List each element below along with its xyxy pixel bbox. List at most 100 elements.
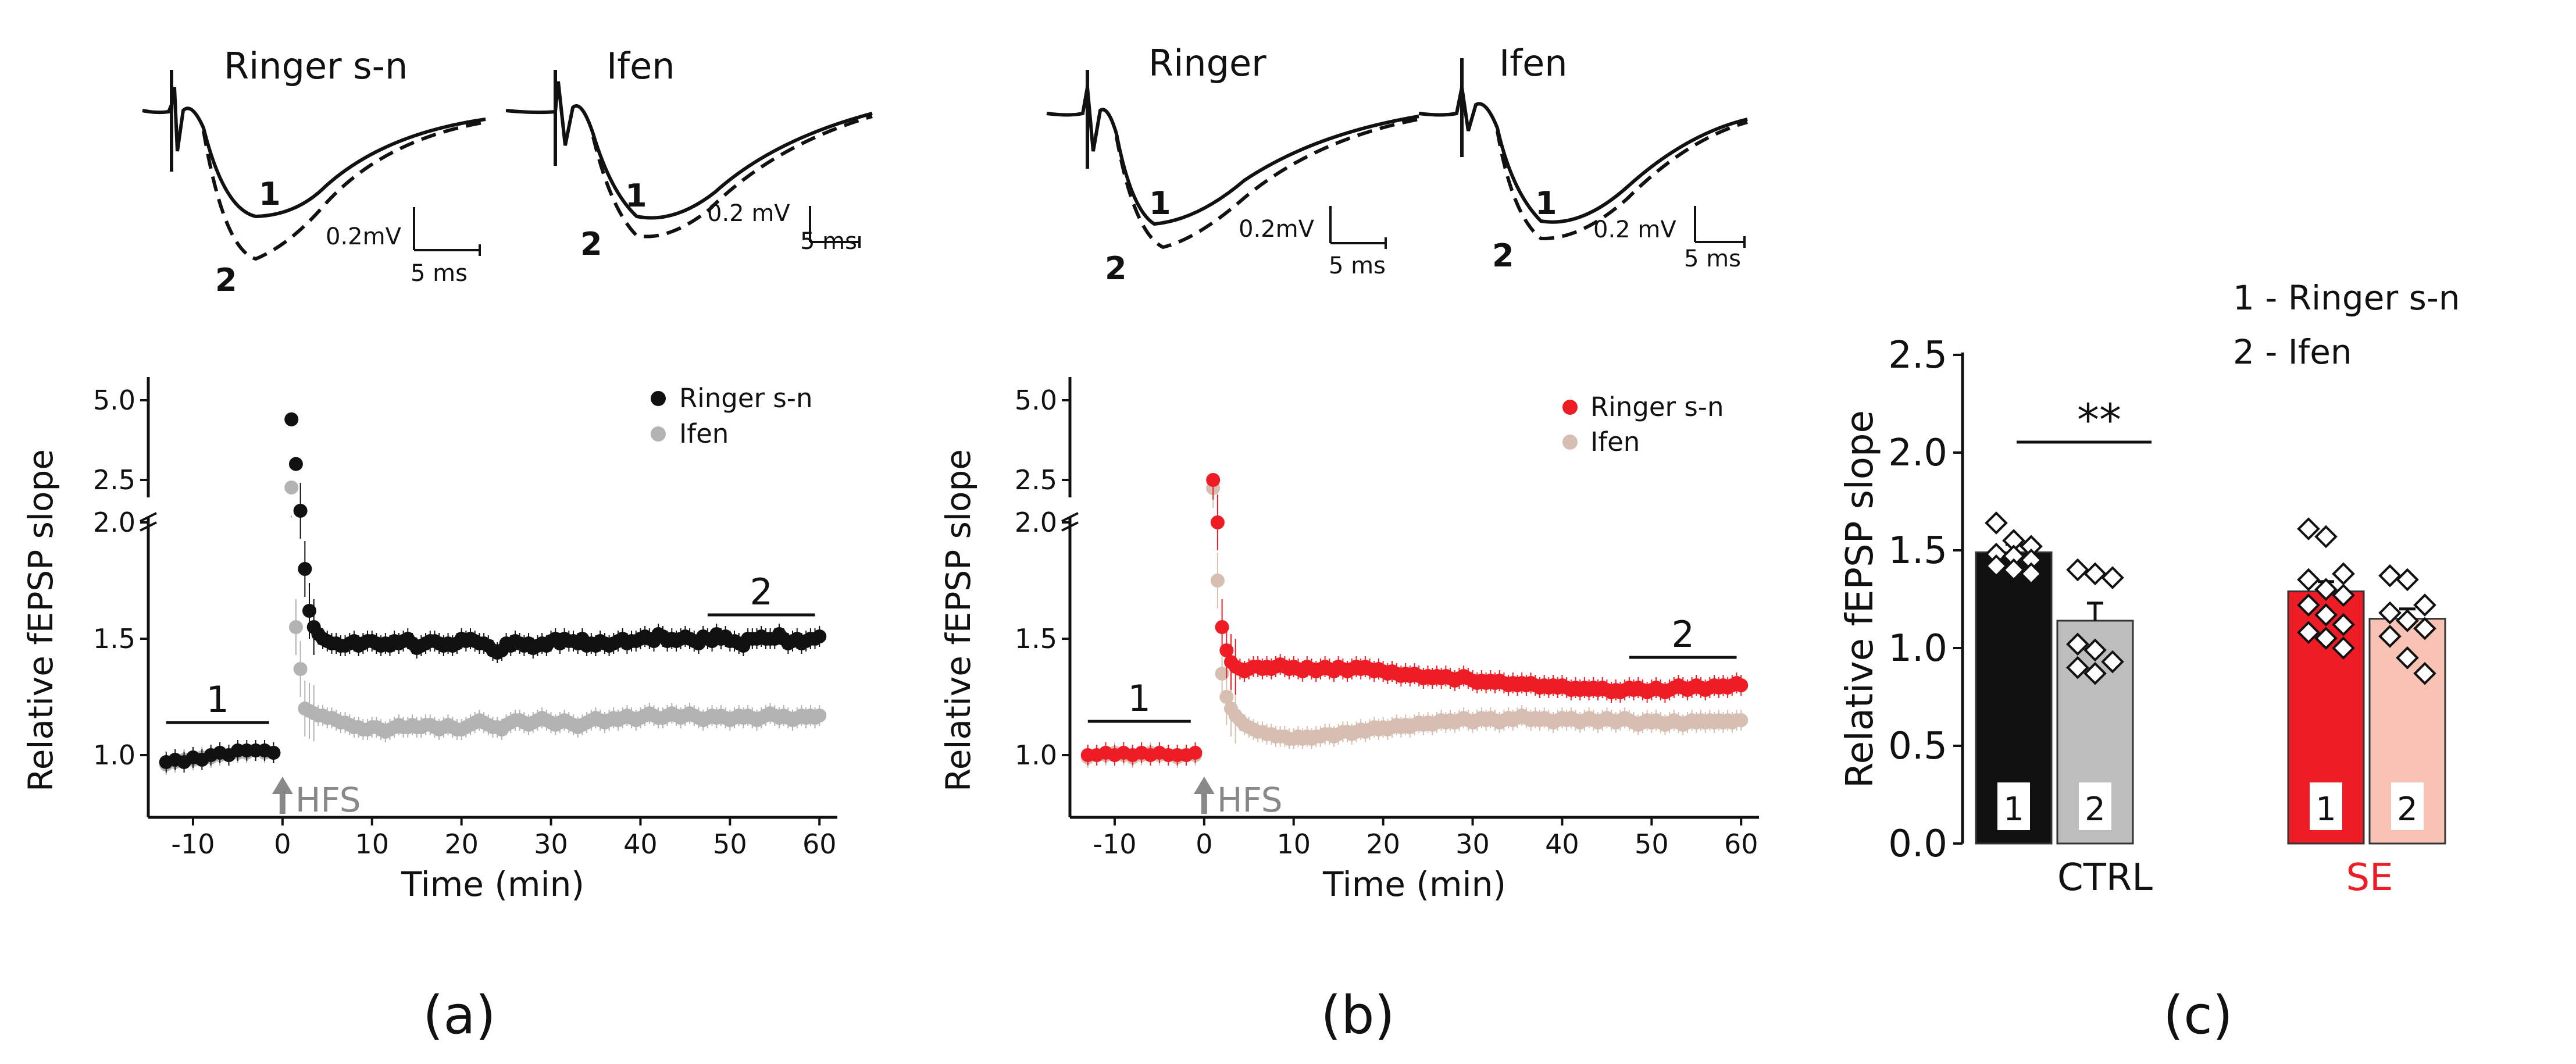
trace-a-right-marker-1: 1 <box>625 177 647 214</box>
b-x-tick-label: 30 <box>1455 828 1490 860</box>
legend-a-ringer-marker <box>651 391 666 406</box>
b-hfs-arrow-head <box>1193 777 1215 794</box>
chart-a: 1.0 1.5 2.0 2.5 5.0 -10 0 10 20 30 40 50 60 Time (min… <box>21 377 837 904</box>
scale-a-right-mv: 0.2 mV <box>707 200 790 227</box>
c-bar-label-box <box>2391 782 2424 830</box>
a-x-tick-label: 20 <box>444 828 479 860</box>
a-series-0-point <box>293 504 308 518</box>
traces-a <box>142 70 873 261</box>
c-y-tick-label: 2.0 <box>1888 432 1947 475</box>
b-x-tick-label: 10 <box>1276 828 1311 860</box>
trace-a-left <box>142 70 486 261</box>
c-data-point <box>2396 609 2419 632</box>
c-y-tick-label: 1.5 <box>1888 529 1947 572</box>
c-group-label: SE <box>2346 856 2393 899</box>
trace-b-right <box>1418 58 1748 241</box>
a-series-0-point <box>302 604 317 618</box>
a-series-0-point <box>266 746 281 760</box>
trace-a-right-marker-2: 2 <box>580 226 602 262</box>
c-bar-label-box <box>1997 782 2030 830</box>
a-x-tick-label: 50 <box>713 828 747 860</box>
trace-b-left-label: Ringer <box>1148 42 1266 84</box>
panel-label-c: (c) <box>2163 985 2233 1046</box>
b-y-axis-break <box>1061 512 1079 532</box>
scale-b-right-mv: 0.2 mV <box>1593 216 1676 243</box>
c-data-point <box>2332 613 2355 636</box>
a-series-1-point <box>812 709 827 723</box>
c-data-point <box>2101 650 2124 674</box>
a-y-axis-break <box>140 512 157 532</box>
a-x-tick-label: 0 <box>274 828 291 860</box>
b-series-0-point <box>1206 473 1221 487</box>
scale-b-right-ms: 5 ms <box>1684 245 1741 272</box>
chart-b-axes: 1.0 1.5 2.0 2.5 5.0 -10 0 10 20 30 40 50 60 Time (min… <box>939 377 1759 904</box>
panel-labels: (a) (b) (c) <box>423 985 2233 1046</box>
c-y-axis-label: Relative fEPSP slope <box>1839 410 1882 788</box>
legend-b-ringer-marker <box>1562 400 1578 415</box>
c-data-point <box>1985 554 2008 578</box>
panel-label-a: (a) <box>423 985 495 1046</box>
b-series-1-point <box>1734 713 1749 727</box>
legend-b-ringer-label: Ringer s-n <box>1590 392 1724 422</box>
b-x-tick-label: 20 <box>1366 828 1400 860</box>
scale-a-left-ms: 5 ms <box>411 260 468 287</box>
b-x-tick-label: 50 <box>1635 828 1669 860</box>
a-x-tick-label: 40 <box>623 828 658 860</box>
c-data-point <box>2314 525 2338 549</box>
c-data-point <box>2396 568 2419 592</box>
traces-b <box>1046 58 1748 250</box>
c-data-point <box>2378 564 2402 588</box>
c-significance-label: ** <box>2077 394 2121 446</box>
legend-a-ifen-label: Ifen <box>679 418 729 449</box>
c-data-point <box>2297 517 2320 540</box>
a-y-axis-label: Relative fEPSP slope <box>21 449 60 792</box>
b-series-0-point <box>1219 643 1234 657</box>
c-data-point <box>2297 593 2320 617</box>
a-series-1-point <box>284 481 299 494</box>
chart-c-legend: 1 - Ringer s-n 2 - Ifen <box>2233 278 2460 372</box>
c-y-tick-label: 1.0 <box>1888 627 1947 670</box>
a-y-tick-label: 2.5 <box>93 464 135 496</box>
c-data-point <box>2396 646 2419 670</box>
c-bar-label: 2 <box>2085 791 2106 828</box>
a-series-1-point <box>288 620 303 634</box>
c-data-point <box>2332 636 2355 660</box>
legend-c-line-1: 1 - Ringer s-n <box>2233 278 2460 318</box>
b-hfs-label: HFS <box>1217 780 1283 820</box>
c-data-point <box>1985 511 2008 535</box>
b-period-1-label: 1 <box>1128 677 1151 720</box>
c-bar-label-box <box>2310 782 2342 830</box>
c-bar-label-box <box>2079 782 2111 830</box>
c-bar-label: 1 <box>2003 791 2024 828</box>
b-x-tick-label: 0 <box>1196 828 1212 860</box>
b-y-axis-label: Relative fEPSP slope <box>939 449 978 792</box>
c-data-point <box>2002 558 2025 582</box>
b-y-tick-label: 5.0 <box>1015 385 1057 416</box>
b-series-0-point <box>1210 515 1225 529</box>
b-x-tick-label: 60 <box>1724 828 1758 860</box>
b-y-tick-label: 1.0 <box>1015 739 1057 771</box>
legend-b-ifen-marker <box>1562 435 1578 450</box>
trace-b-left <box>1046 70 1419 250</box>
chart-b-annotations: 1 2 HFS <box>1087 613 1737 820</box>
b-period-2-label: 2 <box>1671 613 1694 656</box>
chart-a-annotations: 1 2 HFS <box>166 571 815 820</box>
trace-b-left-marker-2: 2 <box>1105 250 1127 287</box>
legend-a-ringer-label: Ringer s-n <box>679 383 813 414</box>
a-x-tick-label: -10 <box>171 828 215 860</box>
c-data-point <box>2083 661 2107 685</box>
c-group-label: CTRL <box>2057 856 2153 899</box>
a-series-0-point <box>298 562 312 576</box>
chart-a-series-ringer <box>159 412 827 773</box>
c-data-point <box>2314 627 2338 650</box>
c-data-point <box>2378 625 2402 648</box>
c-y-tick-label: 0.5 <box>1888 725 1947 768</box>
c-data-point <box>2297 568 2320 592</box>
c-data-point <box>2413 593 2436 617</box>
a-y-tick-label: 2.0 <box>93 507 135 538</box>
b-series-1-point <box>1215 667 1229 681</box>
chart-b: 1.0 1.5 2.0 2.5 5.0 -10 0 10 20 30 40 50 60 Time (min… <box>939 377 1759 904</box>
trace-b-right-marker-1: 1 <box>1535 185 1557 222</box>
scale-bar-b-right <box>1694 206 1746 248</box>
